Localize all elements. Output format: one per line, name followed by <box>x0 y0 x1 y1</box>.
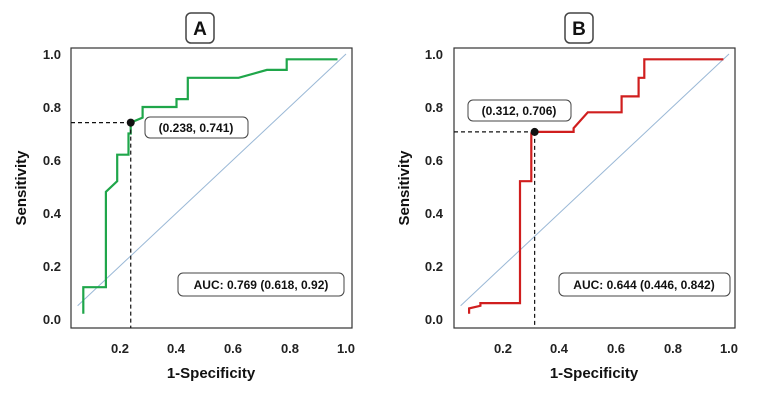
y-ticks: 0.0 0.2 0.4 0.6 0.8 1.0 <box>425 47 444 327</box>
cutoff-point <box>530 127 539 136</box>
y-tick-label: 0.4 <box>43 206 62 221</box>
y-tick-label: 0.6 <box>425 153 443 168</box>
reference-diagonal <box>460 53 730 307</box>
auc-label-box <box>177 272 345 297</box>
y-axis-label: Sensitivity <box>396 150 413 226</box>
x-tick-label: 0.6 <box>224 341 242 356</box>
y-tick-label: 0.8 <box>43 100 61 115</box>
roc-curve-series <box>468 58 724 314</box>
y-tick-label: 0.0 <box>425 312 443 327</box>
auc-label: AUC: 0.644 (0.446, 0.842) <box>573 278 714 292</box>
y-ticks: 0.0 0.2 0.4 0.6 0.8 1.0 <box>43 47 62 327</box>
x-tick-label: 1.0 <box>337 341 355 356</box>
x-axis-label: 1-Specificity <box>550 365 639 382</box>
reference-diagonal <box>77 53 347 307</box>
x-axis-label: 1-Specificity <box>167 365 256 382</box>
auc-label: AUC: 0.769 (0.618, 0.92) <box>194 278 329 292</box>
panel-letter-box <box>564 12 594 44</box>
x-tick-label: 0.4 <box>167 341 186 356</box>
x-tick-label: 1.0 <box>720 341 738 356</box>
roc-curve-series <box>82 58 338 314</box>
y-tick-label: 0.2 <box>425 259 443 274</box>
x-tick-label: 0.2 <box>494 341 512 356</box>
y-tick-label: 1.0 <box>425 47 443 62</box>
x-tick-label: 0.8 <box>664 341 682 356</box>
x-ticks: 0.2 0.4 0.6 0.8 1.0 <box>494 341 738 356</box>
panel-letter-box <box>185 12 215 44</box>
panel-letter: B <box>572 19 586 40</box>
x-tick-label: 0.2 <box>111 341 129 356</box>
panel-a: A Sensitivity 1-Specificity 0.0 0.2 0.4 … <box>13 12 355 382</box>
x-ticks: 0.2 0.4 0.6 0.8 1.0 <box>111 341 355 356</box>
auc-label-box <box>558 272 731 297</box>
x-tick-label: 0.4 <box>550 341 569 356</box>
y-axis-label: Sensitivity <box>13 150 30 226</box>
cutoff-point-label: (0.238, 0.741) <box>159 121 234 135</box>
x-tick-label: 0.8 <box>281 341 299 356</box>
y-tick-label: 1.0 <box>43 47 61 62</box>
cutoff-label-box <box>144 116 249 139</box>
panel-letter: A <box>193 19 207 40</box>
cutoff-point <box>126 118 135 127</box>
y-tick-label: 0.6 <box>43 153 61 168</box>
x-tick-label: 0.6 <box>607 341 625 356</box>
cutoff-point-label: (0.312, 0.706) <box>482 104 557 118</box>
y-tick-label: 0.2 <box>43 259 61 274</box>
y-tick-label: 0.8 <box>425 100 443 115</box>
panel-b: B Sensitivity 1-Specificity 0.0 0.2 0.4 … <box>396 12 738 382</box>
y-tick-label: 0.0 <box>43 312 61 327</box>
y-tick-label: 0.4 <box>425 206 444 221</box>
cutoff-label-box <box>467 99 572 122</box>
